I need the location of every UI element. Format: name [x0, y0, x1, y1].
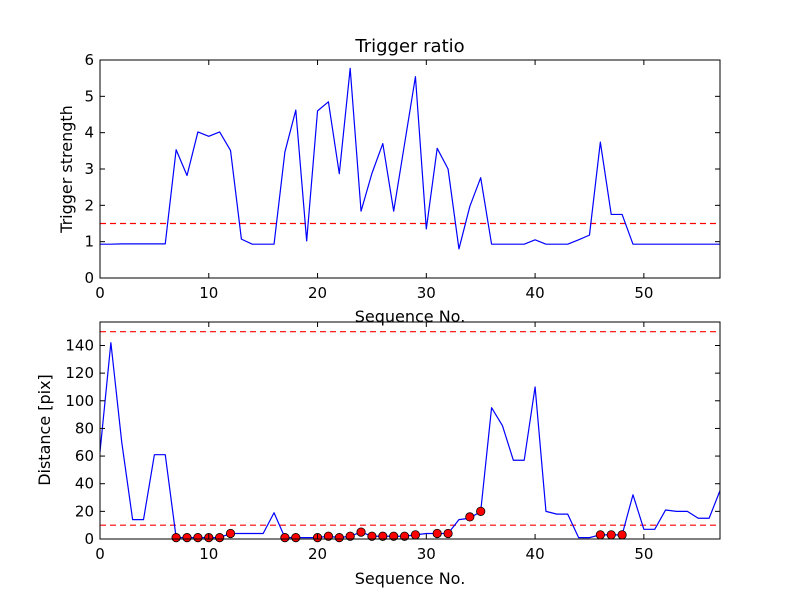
data-point [334, 533, 344, 543]
x-axis-label: Sequence No. [355, 569, 466, 588]
x-tick-label: 40 [526, 284, 545, 302]
data-point [432, 528, 442, 539]
x-axis-label: Sequence No. [355, 307, 466, 326]
trigger-ratio-panel: Trigger ratio 0 10 20 30 40 50 0 1 2 3 4 5 6 Sequenc… [57, 36, 721, 326]
y-tick-label: 40 [75, 475, 94, 493]
data-point [215, 533, 225, 543]
y-tick-label: 60 [75, 447, 94, 465]
data-point [367, 531, 377, 541]
x-tick-label: 50 [634, 284, 653, 302]
y-tick-label: 140 [65, 336, 94, 354]
y-tick-label: 20 [75, 502, 94, 520]
series-line [100, 67, 720, 250]
data-point [291, 533, 301, 543]
data-point [323, 531, 334, 541]
y-tick-label: 80 [75, 419, 94, 437]
y-tick-label: 0 [84, 530, 94, 548]
x-tick-label: 0 [95, 284, 105, 302]
distance-panel: 0 10 20 30 40 50 0 20 40 60 80 100 120 140 Sequence N… [35, 321, 721, 588]
trigger-axes-frame [99, 59, 721, 279]
data-point [171, 533, 181, 543]
series-line [99, 342, 721, 539]
y-tick-label: 4 [84, 124, 94, 142]
data-point [345, 531, 355, 541]
y-tick-label: 2 [84, 196, 94, 214]
x-tick-label: 10 [199, 545, 218, 563]
y-axis-label: Distance [pix] [35, 374, 54, 486]
trigger-ticks: 0 10 20 30 40 50 0 1 2 3 4 5 6 [84, 51, 720, 302]
y-axis-label: Trigger strength [57, 105, 76, 234]
x-tick-label: 40 [526, 545, 545, 563]
chart-title: Trigger ratio [354, 36, 464, 57]
x-tick-label: 30 [417, 284, 436, 302]
trigger-plot-area [100, 67, 720, 250]
x-tick-label: 20 [308, 545, 327, 563]
y-tick-label: 1 [84, 233, 94, 251]
data-point [465, 512, 475, 522]
y-tick-label: 3 [84, 160, 94, 178]
data-point [356, 527, 366, 537]
data-point [410, 530, 421, 540]
x-tick-label: 30 [417, 545, 436, 563]
data-point [280, 533, 290, 543]
y-tick-label: 100 [65, 392, 94, 410]
data-point [389, 531, 399, 541]
x-tick-label: 0 [95, 545, 105, 563]
data-point [378, 531, 388, 541]
y-tick-label: 5 [84, 87, 94, 105]
data-point [182, 533, 192, 543]
data-point [476, 506, 486, 516]
distance-ticks: 0 10 20 30 40 50 0 20 40 60 80 100 120 140 [65, 322, 720, 563]
data-point [617, 530, 627, 540]
distance-axes-frame [99, 321, 721, 540]
data-point [443, 528, 453, 539]
data-point [193, 533, 203, 543]
y-tick-label: 6 [84, 51, 94, 69]
data-point [606, 530, 616, 540]
y-tick-label: 120 [65, 364, 94, 382]
data-point [225, 528, 236, 539]
data-point [399, 531, 410, 541]
data-point [595, 530, 605, 540]
y-tick-label: 0 [84, 269, 94, 287]
x-tick-label: 20 [308, 284, 327, 302]
x-tick-label: 10 [199, 284, 218, 302]
x-tick-label: 50 [634, 545, 653, 563]
